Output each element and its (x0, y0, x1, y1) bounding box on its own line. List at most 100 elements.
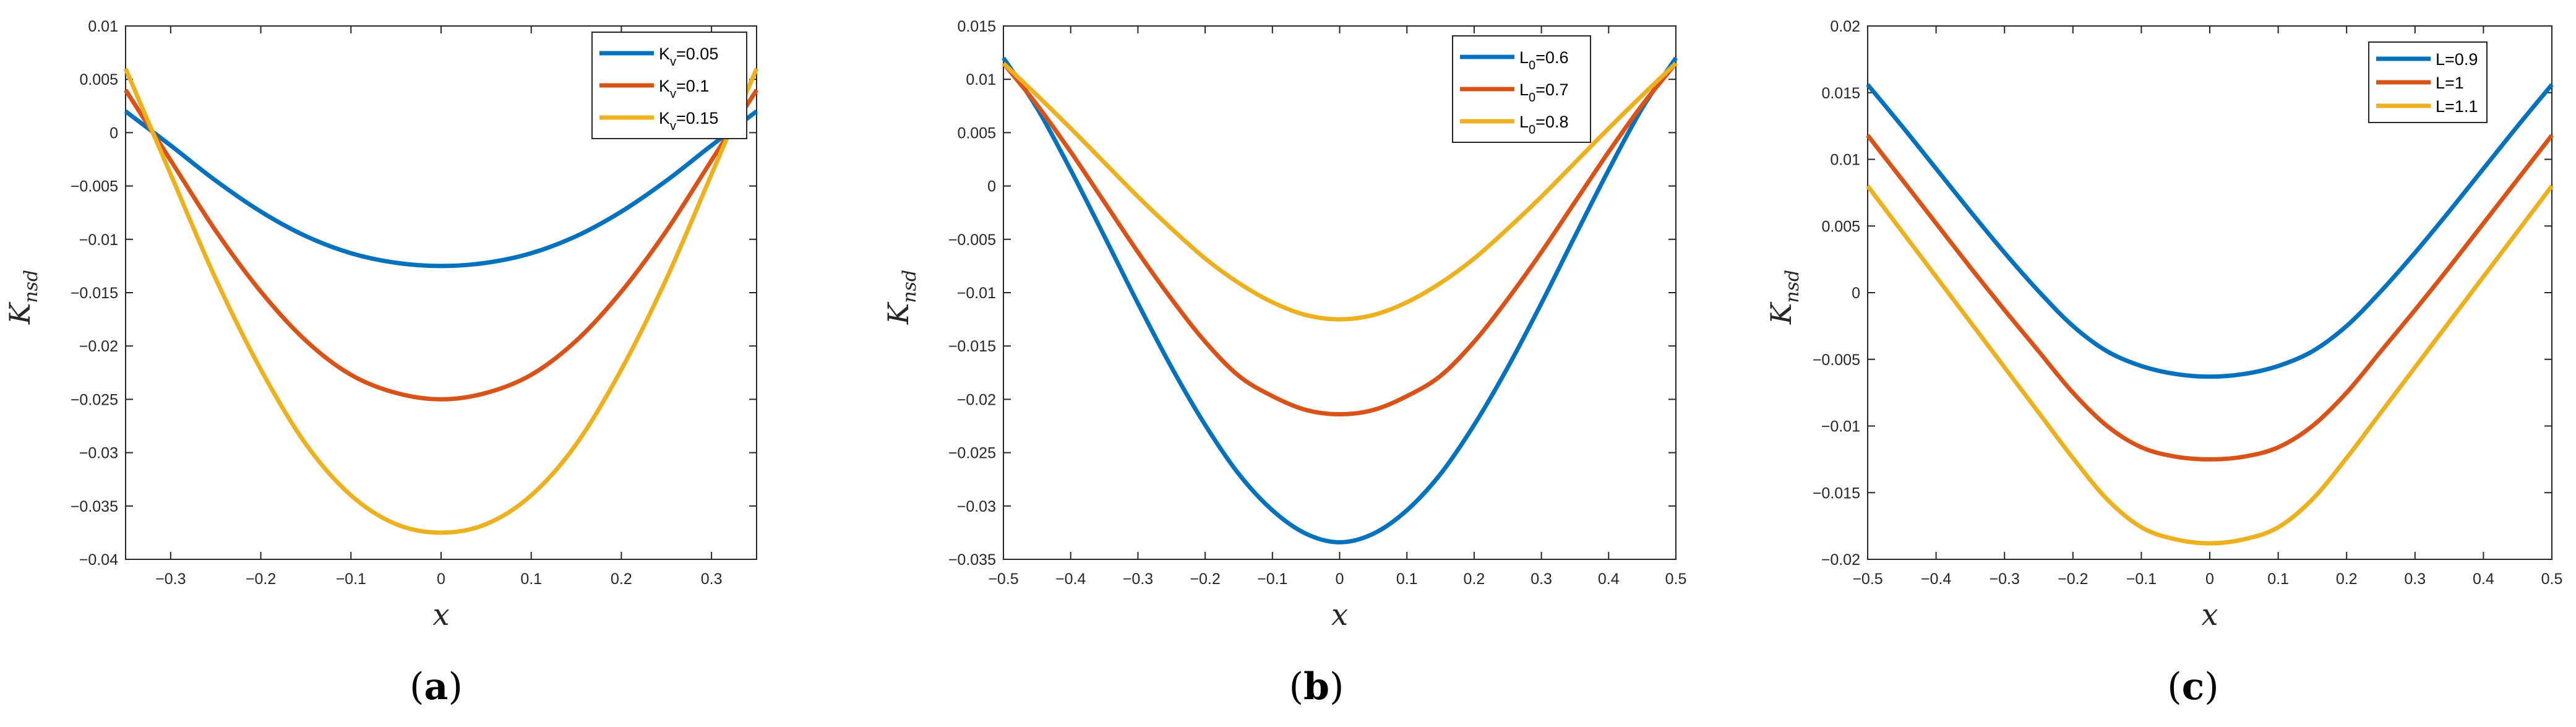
legend-rest: =0.6 (1535, 48, 1568, 67)
legend-entry: L=1 (2436, 74, 2464, 92)
legend-base: L (1519, 48, 1529, 67)
y-axis-label-main: K (1764, 301, 1798, 325)
x-tick-label: 0.3 (2404, 570, 2426, 588)
legend-sub: 0 (1529, 59, 1535, 72)
x-tick-label: 0.2 (1464, 570, 1485, 588)
legend-rest: =0.1 (676, 77, 709, 95)
y-tick-label: −0.03 (957, 498, 996, 515)
x-tick-label: 0.1 (2267, 570, 2289, 588)
legend-base: K (659, 45, 670, 63)
legend-base: K (659, 77, 670, 95)
y-axis-label: Knsd (3, 270, 42, 325)
series-line-3 (123, 67, 759, 535)
series-line-3 (1866, 184, 2554, 546)
y-tick-label: −0.01 (957, 285, 996, 302)
legend-entry: Kv=0.15 (659, 109, 718, 133)
y-axis-label: Knsd (1764, 270, 1803, 325)
y-axis-label: Knsd (882, 270, 921, 325)
legend-base: L (2436, 74, 2445, 92)
legend-rest: =0.05 (676, 45, 718, 63)
series-line-1 (1002, 56, 1678, 544)
y-tick-label: 0.005 (1821, 218, 1860, 235)
y-tick-label: −0.03 (79, 445, 118, 462)
y-axis-label-sub: nsd (1782, 270, 1803, 303)
chart-panel-c: −0.5 −0.4 −0.3 −0.2 −0.1 0 0.1 0.2 0.3 0.4 0.5 0.02… (1764, 18, 2562, 708)
y-tick-label: 0 (987, 178, 996, 196)
y-tick-label: −0.01 (79, 231, 118, 249)
legend-entry: L0=0.7 (1519, 80, 1568, 105)
y-tick-label: −0.04 (79, 551, 118, 569)
panel-label-open: ( (1289, 665, 1303, 708)
panel-label: (a) (410, 665, 463, 708)
y-tick-label: 0.015 (1821, 85, 1860, 102)
y-tick-label: 0.01 (1830, 152, 1860, 169)
legend-entry: Kv=0.05 (659, 45, 718, 69)
legend-base: L (1519, 113, 1529, 131)
legend-base: K (659, 109, 670, 127)
legend-rest: =0.7 (1535, 80, 1568, 99)
panel-label-letter: b (1303, 665, 1329, 708)
series-line-2 (1866, 134, 2554, 462)
legend-rest: =0.15 (676, 109, 718, 127)
y-axis-label-sub: nsd (899, 270, 921, 303)
legend-base: L (2436, 50, 2445, 69)
y-tick-label: −0.005 (71, 178, 118, 196)
legend-entry: L=0.9 (2436, 50, 2478, 69)
y-tick-label: 0.01 (88, 18, 118, 35)
x-axis-label: x (2201, 598, 2218, 632)
panel-label-open: ( (2167, 665, 2181, 708)
legend-rest: =0.9 (2445, 50, 2478, 69)
y-tick-label: 0 (1852, 285, 1860, 302)
legend-rest: =0.8 (1535, 113, 1568, 131)
x-tick-label: −0.1 (1257, 570, 1287, 588)
y-tick-label: 0 (109, 124, 118, 142)
x-tick-label: −0.3 (1123, 570, 1153, 588)
panel-label: (b) (1289, 665, 1344, 708)
y-tick-label: −0.015 (71, 285, 118, 302)
panel-label: (c) (2167, 665, 2218, 708)
y-tick-label: −0.02 (1821, 551, 1860, 569)
y-tick-label: 0.02 (1830, 18, 1860, 35)
x-tick-label: 0 (437, 570, 445, 588)
legend-base: L (2436, 97, 2445, 116)
x-tick-label: 0 (1336, 570, 1344, 588)
panel-label-open: ( (410, 665, 424, 708)
y-tick-label: −0.035 (948, 551, 996, 569)
x-tick-label: 0.3 (701, 570, 723, 588)
x-tick-label: −0.4 (1055, 570, 1086, 588)
x-tick-label: −0.2 (1190, 570, 1220, 588)
y-tick-label: −0.015 (948, 338, 996, 355)
y-axis-label-main: K (882, 301, 915, 325)
series-line-3 (1002, 61, 1678, 322)
x-tick-label: 0.5 (1665, 570, 1687, 588)
legend-sub: v (670, 119, 676, 133)
x-tick-label: 0.4 (1598, 570, 1620, 588)
panel-label-close: ) (1329, 665, 1344, 708)
x-axis-label: x (432, 598, 449, 632)
panel-label-letter: a (424, 665, 449, 708)
x-tick-label: 0.2 (2336, 570, 2358, 588)
y-tick-label: 0.005 (79, 71, 118, 88)
chart-panel-b: −0.5 −0.4 −0.3 −0.2 −0.1 0 0.1 0.2 0.3 0.4 0.5 0.01… (882, 18, 1686, 708)
legend-entry: L0=0.8 (1519, 113, 1568, 137)
panel-label-close: ) (448, 665, 462, 708)
panel-label-letter: c (2182, 665, 2205, 708)
legend-sub: v (670, 55, 676, 69)
x-axis-label: x (1331, 598, 1348, 632)
x-tick-label: 0 (2205, 570, 2214, 588)
x-tick-label: 0.2 (611, 570, 632, 588)
x-tick-label: 0.5 (2541, 570, 2563, 588)
x-tick-label: −0.2 (2058, 570, 2088, 588)
x-tick-label: −0.5 (988, 570, 1018, 588)
y-axis-label-sub: nsd (20, 270, 42, 303)
chart-panel-a: −0.3 −0.2 −0.1 0 0.1 0.2 0.3 0.01 0.005 0 −0.005 −0… (3, 18, 759, 708)
x-tick-label: −0.1 (2126, 570, 2157, 588)
legend-rest: =1.1 (2445, 97, 2478, 116)
y-tick-label: −0.025 (71, 391, 118, 408)
x-tick-label: 0.4 (2473, 570, 2494, 588)
y-tick-label: 0.005 (957, 124, 996, 142)
series-line-1 (1866, 83, 2554, 379)
legend-entry: L0=0.6 (1519, 48, 1568, 72)
legend-entry: Kv=0.1 (659, 77, 709, 101)
